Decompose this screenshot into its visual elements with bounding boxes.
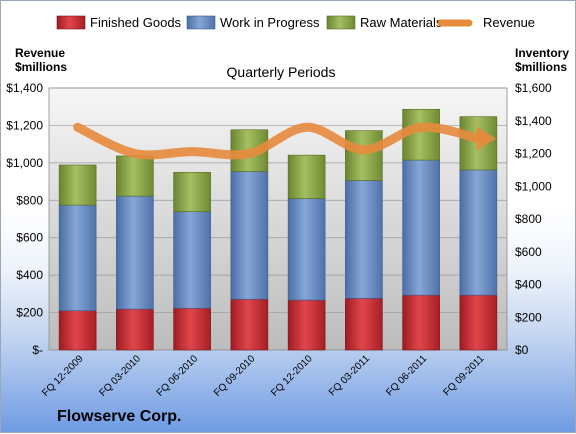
left-tick-label: $1,200 — [6, 118, 43, 132]
bar-work-in-progress — [173, 211, 211, 309]
bar-work-in-progress — [116, 195, 154, 310]
bar-work-in-progress — [402, 159, 440, 296]
bar-raw-materials — [58, 164, 97, 206]
legend: Finished Goods Work in Progress Raw Mate… — [56, 15, 535, 30]
company-name: Flowserve Corp. — [57, 408, 181, 425]
left-tick-label: $1,400 — [6, 81, 43, 95]
left-axis-title-line2: $millions — [15, 60, 67, 74]
right-tick-label: $800 — [515, 212, 542, 226]
bar-finished-goods — [116, 308, 154, 351]
right-axis-title-line2: $millions — [515, 60, 567, 74]
bar-finished-goods — [230, 298, 269, 351]
right-tick-label: $1,600 — [515, 81, 552, 95]
bar-finished-goods — [58, 310, 97, 351]
right-tick-label: $0 — [515, 343, 529, 357]
bar-stacks — [58, 108, 498, 351]
right-tick-label: $400 — [515, 278, 542, 292]
bar-finished-goods — [459, 294, 498, 351]
category-labels: FQ 12-2009 FQ 03-2010 FQ 06-2010 FQ 09-2010… — [40, 353, 487, 399]
revenue-line — [73, 122, 483, 160]
bar-raw-materials — [116, 155, 154, 197]
legend-label-finished-goods: Finished Goods — [90, 15, 182, 30]
right-tick-label: $600 — [515, 245, 542, 259]
legend-swatch-work-in-progress — [186, 15, 216, 30]
category-label: FQ 09-2011 — [442, 353, 487, 398]
bar-work-in-progress — [345, 180, 383, 299]
left-tick-label: $- — [32, 343, 43, 357]
legend-swatch-finished-goods — [56, 15, 86, 30]
bar-raw-materials — [345, 130, 383, 181]
right-tick-label: $200 — [515, 310, 542, 324]
revenue-line-layer — [73, 122, 497, 160]
category-label: FQ 03-2011 — [327, 353, 372, 398]
left-axis-title-line1: Revenue — [15, 46, 65, 60]
bar-work-in-progress — [287, 198, 326, 301]
right-tick-label: $1,000 — [515, 179, 552, 193]
category-label: FQ 12-2010 — [269, 353, 315, 399]
bar-raw-materials — [287, 154, 326, 199]
left-tick-label: $600 — [16, 231, 43, 245]
bar-finished-goods — [287, 299, 326, 351]
chart-subtitle: Quarterly Periods — [227, 64, 336, 80]
right-axis-title-line1: Inventory — [515, 46, 569, 60]
bar-work-in-progress — [230, 171, 269, 300]
right-axis-ticks: $0 $200 $400 $600 $800 $1,000 $1,200 $1,400 $1,6… — [515, 81, 552, 357]
bar-work-in-progress — [459, 169, 498, 296]
category-label: FQ 06-2011 — [384, 353, 429, 398]
revenue-line-arrowhead — [476, 126, 497, 151]
bar-finished-goods — [173, 307, 211, 351]
bar-finished-goods — [402, 294, 440, 351]
bar-finished-goods — [345, 298, 383, 351]
category-label: FQ 09-2010 — [212, 353, 258, 399]
left-tick-label: $1,000 — [6, 156, 43, 170]
category-label: FQ 12-2009 — [40, 353, 86, 399]
legend-label-work-in-progress: Work in Progress — [220, 15, 320, 30]
left-tick-label: $400 — [16, 268, 43, 282]
legend-label-raw-materials: Raw Materials — [360, 15, 443, 30]
left-tick-label: $800 — [16, 193, 43, 207]
legend-label-revenue: Revenue — [483, 15, 535, 30]
legend-swatch-raw-materials — [326, 15, 356, 30]
bar-work-in-progress — [58, 204, 97, 312]
left-tick-label: $200 — [16, 306, 43, 320]
category-label: FQ 03-2010 — [97, 353, 143, 399]
left-axis-ticks: $- $200 $400 $600 $800 $1,000 $1,200 $1,400 — [6, 81, 43, 357]
right-tick-label: $1,200 — [515, 147, 552, 161]
bar-raw-materials — [173, 172, 211, 212]
right-tick-label: $1,400 — [515, 114, 552, 128]
category-label: FQ 06-2010 — [155, 353, 201, 399]
